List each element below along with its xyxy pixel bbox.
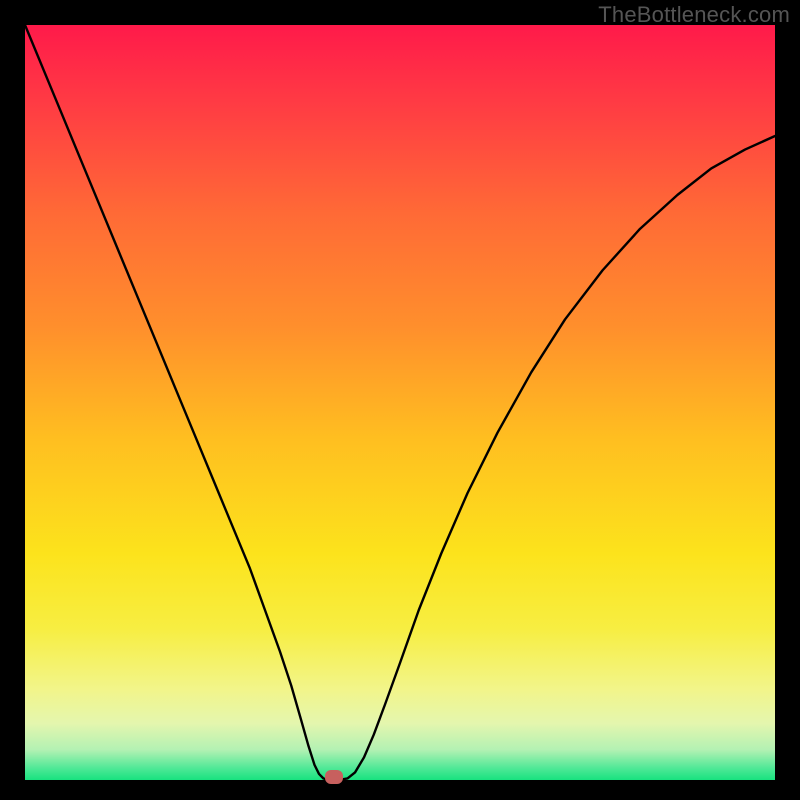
- bottleneck-chart: [0, 0, 800, 800]
- chart-container: TheBottleneck.com: [0, 0, 800, 800]
- optimum-marker: [325, 770, 343, 784]
- watermark-text: TheBottleneck.com: [598, 2, 790, 28]
- plot-background: [25, 25, 775, 780]
